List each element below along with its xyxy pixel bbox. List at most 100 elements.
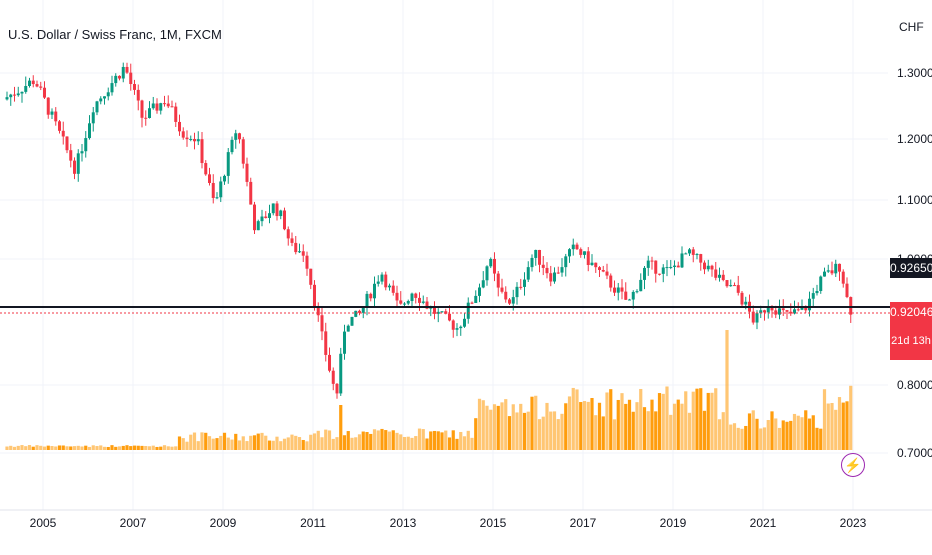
candle-body	[744, 301, 748, 305]
candle-body	[448, 313, 451, 321]
candle-body	[286, 229, 290, 239]
candle-body	[91, 112, 95, 124]
candle-body	[181, 131, 185, 138]
volume-bar	[819, 428, 823, 450]
volume-bar	[297, 437, 302, 450]
volume-bar	[804, 410, 808, 450]
candle-body	[425, 301, 429, 309]
candle-body	[256, 221, 260, 231]
candle-body	[196, 139, 200, 142]
lightning-icon[interactable]: ⚡	[841, 453, 865, 477]
volume-bar	[549, 411, 553, 450]
volume-bar	[811, 415, 815, 450]
volume-bar	[792, 413, 797, 450]
volume-bar	[477, 398, 482, 450]
volume-bar	[575, 389, 579, 450]
candle-body	[414, 293, 418, 298]
volume-bar	[665, 386, 669, 450]
candle-body	[294, 242, 298, 253]
candle-body	[421, 301, 425, 303]
candle-body	[793, 309, 796, 314]
candle-body	[721, 274, 725, 281]
candle-body	[466, 302, 470, 319]
candle-body	[571, 244, 575, 250]
volume-bar	[275, 436, 279, 450]
candle-body	[583, 251, 586, 255]
candle-body	[478, 287, 481, 296]
volume-bar	[399, 434, 403, 450]
volume-bar	[31, 446, 35, 450]
volume-bar	[830, 402, 834, 450]
volume-bar	[725, 330, 729, 450]
y-tick-label: 1.30000	[897, 66, 932, 80]
candle-body	[785, 310, 789, 312]
volume-bar	[684, 391, 688, 450]
reference-price-badge: 0.92650	[890, 258, 932, 278]
candle-body	[849, 297, 853, 315]
volume-bar	[526, 411, 530, 450]
volume-bar	[582, 401, 587, 450]
candle-body	[564, 256, 568, 268]
volume-bar	[481, 400, 485, 450]
candle-body	[673, 265, 676, 267]
candle-body	[789, 311, 793, 314]
candle-body	[346, 325, 350, 332]
candle-body	[665, 267, 669, 269]
volume-bar	[744, 425, 748, 450]
x-axis-labels: 2005 2007 2009 2011 2013 2015 2017 2019 2021 2023	[30, 516, 867, 530]
volume-bar	[462, 436, 467, 450]
volume-bar	[624, 403, 628, 450]
volume-bar	[781, 420, 785, 450]
x-tick-label: 2013	[390, 516, 417, 530]
x-tick-label: 2023	[840, 516, 867, 530]
volume-bar	[384, 430, 388, 450]
volume-bar	[669, 414, 673, 450]
candle-body	[309, 268, 313, 285]
volume-bar	[226, 437, 230, 450]
volume-bar	[162, 445, 167, 450]
candle-body	[586, 251, 590, 265]
candle-body	[125, 66, 129, 73]
candle-body	[230, 139, 234, 153]
candle-body	[365, 293, 369, 307]
candles	[5, 62, 853, 399]
volume-bar	[687, 412, 692, 450]
volume-bar	[785, 421, 789, 450]
candle-body	[658, 273, 661, 275]
candle-body	[136, 89, 140, 101]
volume-bar	[282, 438, 287, 450]
volume-bar	[117, 446, 122, 450]
volume-bar	[110, 445, 114, 450]
candle-body	[526, 267, 530, 280]
volume-bar	[706, 392, 710, 450]
volume-bar	[432, 430, 437, 450]
candle-body	[815, 290, 819, 294]
volume-bar	[80, 446, 84, 450]
volume-bar	[470, 437, 474, 450]
volume-bar	[129, 446, 133, 450]
volume-bar	[324, 429, 328, 450]
volume-bar	[312, 433, 317, 450]
volume-bar	[519, 403, 523, 450]
volume-bar	[500, 402, 504, 450]
candle-body	[159, 103, 163, 111]
candle-body	[710, 265, 714, 270]
candle-body	[519, 286, 523, 288]
volume-bar	[447, 437, 452, 450]
volume-bar	[54, 446, 58, 450]
volume-bar	[849, 385, 853, 450]
volume-bar	[609, 389, 613, 450]
x-tick-label: 2021	[750, 516, 777, 530]
volume-bar	[421, 429, 425, 450]
volume-bar	[331, 438, 335, 450]
volume-bar	[620, 393, 624, 450]
candle-body	[575, 244, 579, 250]
candle-body	[298, 251, 301, 253]
volume-bar	[770, 411, 774, 450]
volume-bar	[702, 410, 707, 450]
candle-body	[35, 84, 39, 87]
volume-bar	[759, 428, 763, 450]
